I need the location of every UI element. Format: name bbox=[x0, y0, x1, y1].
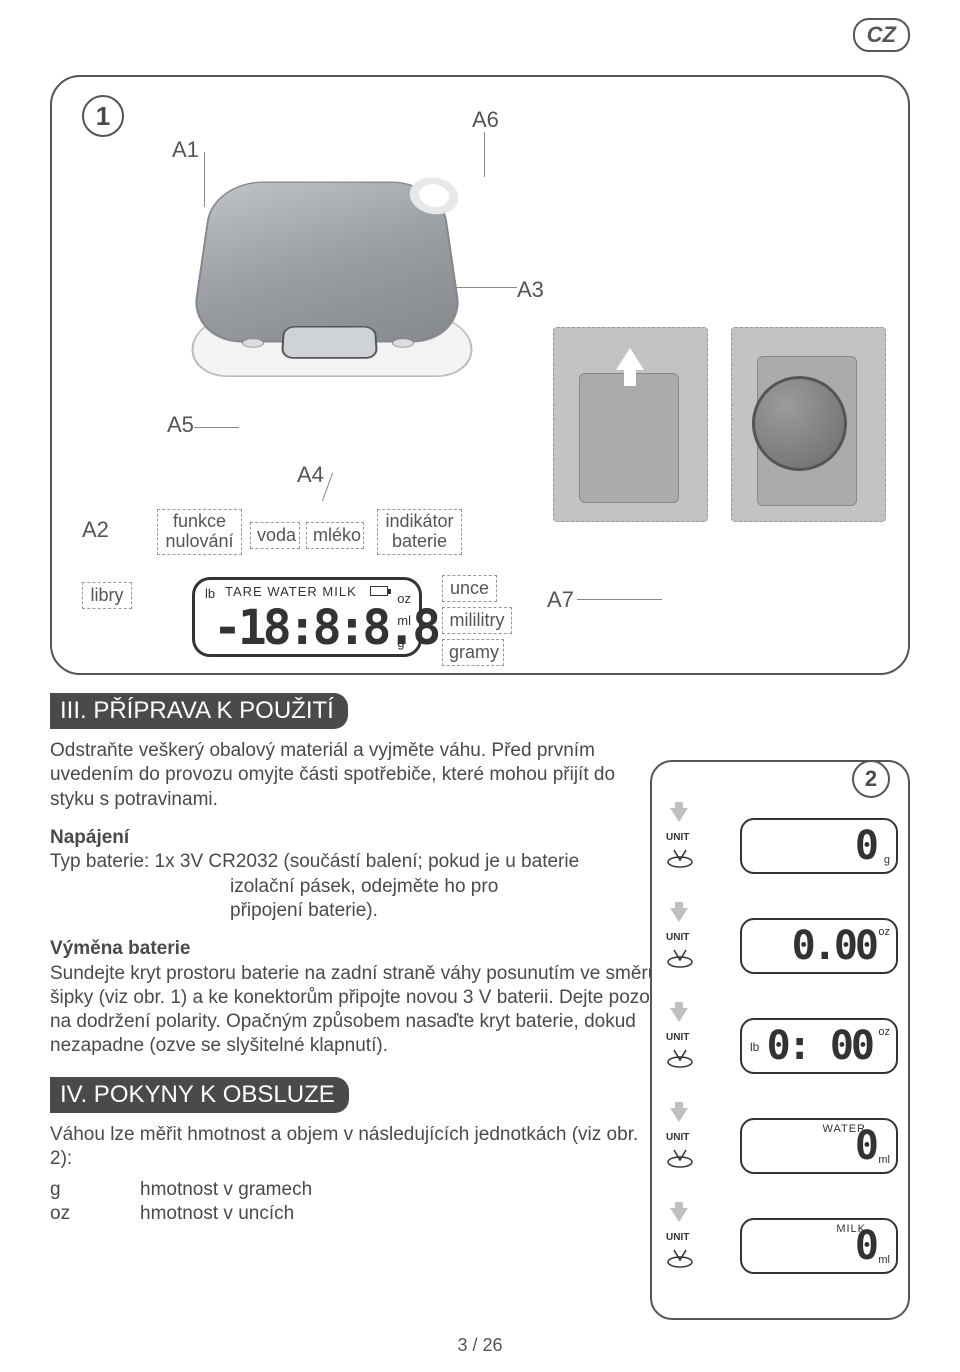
down-arrow-icon bbox=[670, 1108, 688, 1122]
down-arrow-icon bbox=[670, 908, 688, 922]
mini-lcd-digits: 0 bbox=[855, 823, 876, 869]
unit-label: UNIT bbox=[666, 932, 689, 943]
napajeni-title: Napájení bbox=[50, 827, 129, 848]
battery-icon bbox=[370, 586, 388, 596]
section-3-para1: Odstraňte veškerý obalový materiál a vyj… bbox=[50, 739, 660, 812]
unit-desc-g: hmotnost v gramech bbox=[140, 1179, 312, 1201]
lcd-top-row: TARE WATER MILK bbox=[225, 584, 357, 599]
figure-1-number: 1 bbox=[82, 95, 124, 137]
callout-a6: A6 bbox=[472, 107, 499, 133]
callout-a7: A7 bbox=[547, 587, 574, 613]
press-icon bbox=[666, 1146, 694, 1168]
figure-2-number: 2 bbox=[852, 760, 890, 798]
mini-lcd-digits: 0: 00 bbox=[767, 1023, 872, 1069]
lcd-display: lb TARE WATER MILK -18:8:8.8 oz ml g bbox=[192, 577, 422, 657]
unit-label: UNIT bbox=[666, 1032, 689, 1043]
section-4-para: Váhou lze měřit hmotnost a objem v násle… bbox=[50, 1123, 660, 1172]
mini-lcd-digits: 0 bbox=[855, 1123, 876, 1169]
unit-desc-oz: hmotnost v uncích bbox=[140, 1203, 294, 1225]
mini-lcd: MILK 0 ml bbox=[740, 1218, 898, 1274]
figure-2: 2 UNIT 0 g UNIT 0.00 oz UNIT lb 0: 00 oz… bbox=[650, 760, 910, 1320]
coin-battery-icon bbox=[752, 376, 847, 471]
label-indikator-baterie: indikátorbaterie bbox=[377, 509, 462, 555]
mini-lcd-unit: ml bbox=[878, 1154, 890, 1166]
napajeni-line1: Typ baterie: 1x 3V CR2032 (součástí bale… bbox=[50, 851, 579, 872]
lcd-unit-g: g bbox=[397, 632, 411, 654]
mini-lcd: 0.00 oz bbox=[740, 918, 898, 974]
vymena-text: Sundejte kryt prostoru baterie na zadní … bbox=[50, 963, 658, 1057]
page-footer: 3 / 26 bbox=[0, 1335, 960, 1356]
leader-line bbox=[577, 599, 662, 600]
fig2-row: UNIT lb 0: 00 oz bbox=[666, 1002, 898, 1072]
press-icon bbox=[666, 1046, 694, 1068]
press-icon bbox=[666, 846, 694, 868]
fig2-row: UNIT WATER 0 ml bbox=[666, 1102, 898, 1172]
unit-row-g: g hmotnost v gramech bbox=[50, 1179, 660, 1201]
mini-lcd: 0 g bbox=[740, 818, 898, 874]
press-icon bbox=[666, 1246, 694, 1268]
page-current: 3 bbox=[457, 1335, 467, 1355]
down-arrow-icon bbox=[670, 808, 688, 822]
callout-a4: A4 bbox=[297, 462, 324, 488]
press-icon bbox=[666, 946, 694, 968]
scale-illustration bbox=[182, 157, 492, 417]
unit-label: UNIT bbox=[666, 1232, 689, 1243]
label-mleko: mléko bbox=[306, 522, 364, 549]
napajeni-line3: připojení baterie). bbox=[230, 899, 378, 923]
lcd-right-units: oz ml g bbox=[397, 588, 411, 654]
page-sep: / bbox=[467, 1335, 482, 1355]
page-total: 26 bbox=[483, 1335, 503, 1355]
fig2-row: UNIT 0.00 oz bbox=[666, 902, 898, 972]
label-mililitry: mililitry bbox=[442, 607, 512, 634]
label-funkce-nulovani: funkcenulování bbox=[157, 509, 242, 555]
unit-label: UNIT bbox=[666, 1132, 689, 1143]
label-libry: libry bbox=[82, 582, 132, 609]
section-3-heading: III. PŘÍPRAVA K POUŽITÍ bbox=[50, 693, 348, 729]
down-arrow-icon bbox=[670, 1008, 688, 1022]
mini-lcd-unit: g bbox=[884, 854, 890, 866]
battery-compartment-closed bbox=[553, 327, 708, 522]
language-badge: CZ bbox=[853, 18, 910, 52]
fig2-row: UNIT 0 g bbox=[666, 802, 898, 872]
leader-line bbox=[194, 427, 239, 428]
lcd-lb: lb bbox=[205, 586, 215, 601]
unit-label: UNIT bbox=[666, 832, 689, 843]
down-arrow-icon bbox=[670, 1208, 688, 1222]
mini-lcd-unit: ml bbox=[878, 1254, 890, 1266]
mini-lcd: WATER 0 ml bbox=[740, 1118, 898, 1174]
unit-row-oz: oz hmotnost v uncích bbox=[50, 1203, 660, 1225]
label-voda: voda bbox=[250, 522, 300, 549]
figure-1: 1 A1 A6 A3 A5 A4 A2 A7 funkcenulování vo… bbox=[50, 75, 910, 675]
mini-lcd-unit: oz bbox=[878, 926, 890, 938]
callout-a3: A3 bbox=[517, 277, 544, 303]
lcd-unit-oz: oz bbox=[397, 588, 411, 610]
callout-a2: A2 bbox=[82, 517, 109, 543]
napajeni-line2: izolační pásek, odejměte ho pro bbox=[230, 875, 498, 899]
mini-lcd: lb 0: 00 oz bbox=[740, 1018, 898, 1074]
lcd-unit-ml: ml bbox=[397, 610, 411, 632]
section-4-heading: IV. POKYNY K OBSLUZE bbox=[50, 1077, 349, 1113]
unit-sym-oz: oz bbox=[50, 1203, 80, 1225]
fig2-row: UNIT MILK 0 ml bbox=[666, 1202, 898, 1272]
vymena-title: Výměna baterie bbox=[50, 938, 190, 959]
label-unce: unce bbox=[442, 575, 497, 602]
unit-sym-g: g bbox=[50, 1179, 80, 1201]
label-gramy: gramy bbox=[442, 639, 504, 666]
mini-lcd-digits: 0 bbox=[855, 1223, 876, 1269]
mini-lcd-left: lb bbox=[750, 1040, 759, 1054]
battery-compartment-open bbox=[731, 327, 886, 522]
mini-lcd-unit: oz bbox=[878, 1026, 890, 1038]
mini-lcd-digits: 0.00 bbox=[792, 923, 876, 969]
